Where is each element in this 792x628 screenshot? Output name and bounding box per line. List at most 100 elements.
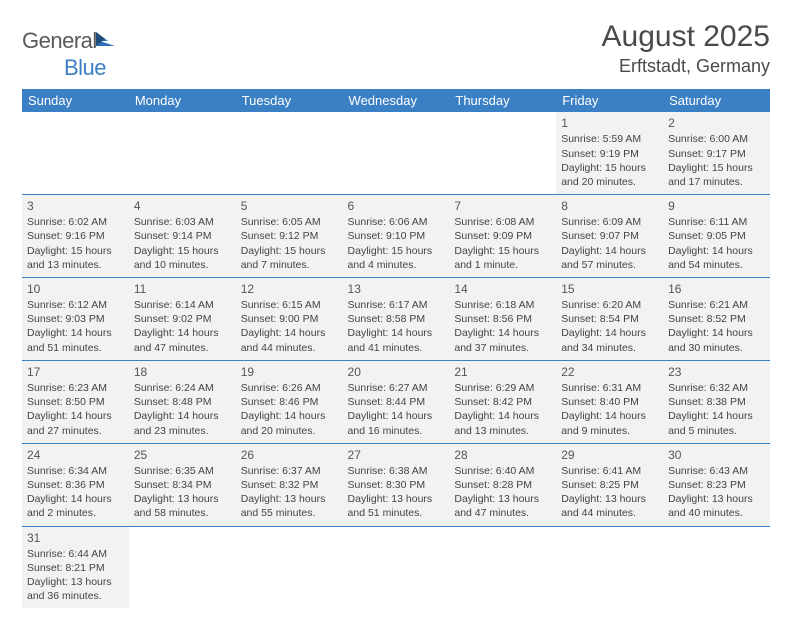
calendar-cell: 13Sunrise: 6:17 AMSunset: 8:58 PMDayligh… xyxy=(343,277,450,360)
daylight-text: Daylight: 14 hours and 47 minutes. xyxy=(134,326,231,354)
calendar-cell: 20Sunrise: 6:27 AMSunset: 8:44 PMDayligh… xyxy=(343,360,450,443)
sunset-text: Sunset: 9:07 PM xyxy=(561,229,658,243)
sunrise-text: Sunrise: 6:14 AM xyxy=(134,298,231,312)
sunrise-text: Sunrise: 6:05 AM xyxy=(241,215,338,229)
calendar: Sunday Monday Tuesday Wednesday Thursday… xyxy=(22,89,770,608)
calendar-cell xyxy=(343,526,450,608)
sunrise-text: Sunrise: 6:15 AM xyxy=(241,298,338,312)
sunset-text: Sunset: 8:36 PM xyxy=(27,478,124,492)
daylight-text: Daylight: 14 hours and 5 minutes. xyxy=(668,409,765,437)
sunrise-text: Sunrise: 6:32 AM xyxy=(668,381,765,395)
sunset-text: Sunset: 8:40 PM xyxy=(561,395,658,409)
calendar-cell: 18Sunrise: 6:24 AMSunset: 8:48 PMDayligh… xyxy=(129,360,236,443)
sunrise-text: Sunrise: 6:23 AM xyxy=(27,381,124,395)
calendar-cell: 17Sunrise: 6:23 AMSunset: 8:50 PMDayligh… xyxy=(22,360,129,443)
calendar-cell: 30Sunrise: 6:43 AMSunset: 8:23 PMDayligh… xyxy=(663,443,770,526)
sunrise-text: Sunrise: 6:29 AM xyxy=(454,381,551,395)
calendar-cell: 14Sunrise: 6:18 AMSunset: 8:56 PMDayligh… xyxy=(449,277,556,360)
day-number: 20 xyxy=(348,364,445,380)
calendar-cell xyxy=(22,112,129,194)
day-number: 31 xyxy=(27,530,124,546)
day-number: 29 xyxy=(561,447,658,463)
day-number: 23 xyxy=(668,364,765,380)
daylight-text: Daylight: 13 hours and 55 minutes. xyxy=(241,492,338,520)
day-number: 7 xyxy=(454,198,551,214)
sunrise-text: Sunrise: 6:34 AM xyxy=(27,464,124,478)
calendar-cell xyxy=(449,112,556,194)
sunset-text: Sunset: 9:00 PM xyxy=(241,312,338,326)
sunrise-text: Sunrise: 6:09 AM xyxy=(561,215,658,229)
sunset-text: Sunset: 8:21 PM xyxy=(27,561,124,575)
day-number: 8 xyxy=(561,198,658,214)
daylight-text: Daylight: 14 hours and 30 minutes. xyxy=(668,326,765,354)
day-number: 18 xyxy=(134,364,231,380)
daylight-text: Daylight: 14 hours and 2 minutes. xyxy=(27,492,124,520)
sunrise-text: Sunrise: 6:18 AM xyxy=(454,298,551,312)
sunset-text: Sunset: 8:28 PM xyxy=(454,478,551,492)
sunset-text: Sunset: 9:10 PM xyxy=(348,229,445,243)
calendar-cell: 28Sunrise: 6:40 AMSunset: 8:28 PMDayligh… xyxy=(449,443,556,526)
sunset-text: Sunset: 8:30 PM xyxy=(348,478,445,492)
day-number: 28 xyxy=(454,447,551,463)
sunrise-text: Sunrise: 6:11 AM xyxy=(668,215,765,229)
sunset-text: Sunset: 8:52 PM xyxy=(668,312,765,326)
calendar-cell xyxy=(236,526,343,608)
calendar-cell: 29Sunrise: 6:41 AMSunset: 8:25 PMDayligh… xyxy=(556,443,663,526)
flag-icon xyxy=(95,29,117,55)
sunrise-text: Sunrise: 6:06 AM xyxy=(348,215,445,229)
logo-blue: Blue xyxy=(64,55,106,80)
sunset-text: Sunset: 8:54 PM xyxy=(561,312,658,326)
sunset-text: Sunset: 8:32 PM xyxy=(241,478,338,492)
calendar-cell: 21Sunrise: 6:29 AMSunset: 8:42 PMDayligh… xyxy=(449,360,556,443)
sunrise-text: Sunrise: 6:20 AM xyxy=(561,298,658,312)
daylight-text: Daylight: 13 hours and 58 minutes. xyxy=(134,492,231,520)
day-number: 30 xyxy=(668,447,765,463)
day-number: 22 xyxy=(561,364,658,380)
day-number: 21 xyxy=(454,364,551,380)
sunrise-text: Sunrise: 6:35 AM xyxy=(134,464,231,478)
day-header: Sunday xyxy=(22,89,129,112)
sunrise-text: Sunrise: 6:41 AM xyxy=(561,464,658,478)
day-number: 9 xyxy=(668,198,765,214)
month-title: August 2025 xyxy=(602,20,770,54)
sunset-text: Sunset: 9:02 PM xyxy=(134,312,231,326)
calendar-cell: 2Sunrise: 6:00 AMSunset: 9:17 PMDaylight… xyxy=(663,112,770,194)
sunrise-text: Sunrise: 6:00 AM xyxy=(668,132,765,146)
day-number: 13 xyxy=(348,281,445,297)
calendar-cell: 7Sunrise: 6:08 AMSunset: 9:09 PMDaylight… xyxy=(449,195,556,278)
location: Erftstadt, Germany xyxy=(602,56,770,77)
sunset-text: Sunset: 8:38 PM xyxy=(668,395,765,409)
sunset-text: Sunset: 9:03 PM xyxy=(27,312,124,326)
sunset-text: Sunset: 9:12 PM xyxy=(241,229,338,243)
calendar-cell: 16Sunrise: 6:21 AMSunset: 8:52 PMDayligh… xyxy=(663,277,770,360)
calendar-cell: 10Sunrise: 6:12 AMSunset: 9:03 PMDayligh… xyxy=(22,277,129,360)
daylight-text: Daylight: 14 hours and 13 minutes. xyxy=(454,409,551,437)
day-number: 16 xyxy=(668,281,765,297)
daylight-text: Daylight: 14 hours and 41 minutes. xyxy=(348,326,445,354)
day-number: 27 xyxy=(348,447,445,463)
calendar-week: 17Sunrise: 6:23 AMSunset: 8:50 PMDayligh… xyxy=(22,360,770,443)
sunrise-text: Sunrise: 6:02 AM xyxy=(27,215,124,229)
logo: GeneralBlue xyxy=(22,20,117,81)
day-header: Thursday xyxy=(449,89,556,112)
calendar-cell: 26Sunrise: 6:37 AMSunset: 8:32 PMDayligh… xyxy=(236,443,343,526)
sunrise-text: Sunrise: 6:40 AM xyxy=(454,464,551,478)
day-number: 11 xyxy=(134,281,231,297)
calendar-cell: 31Sunrise: 6:44 AMSunset: 8:21 PMDayligh… xyxy=(22,526,129,608)
sunset-text: Sunset: 8:34 PM xyxy=(134,478,231,492)
day-header: Saturday xyxy=(663,89,770,112)
daylight-text: Daylight: 15 hours and 7 minutes. xyxy=(241,244,338,272)
sunrise-text: Sunrise: 6:43 AM xyxy=(668,464,765,478)
day-number: 1 xyxy=(561,115,658,131)
daylight-text: Daylight: 13 hours and 51 minutes. xyxy=(348,492,445,520)
calendar-week: 31Sunrise: 6:44 AMSunset: 8:21 PMDayligh… xyxy=(22,526,770,608)
sunrise-text: Sunrise: 6:26 AM xyxy=(241,381,338,395)
daylight-text: Daylight: 14 hours and 34 minutes. xyxy=(561,326,658,354)
sunrise-text: Sunrise: 6:12 AM xyxy=(27,298,124,312)
calendar-cell: 3Sunrise: 6:02 AMSunset: 9:16 PMDaylight… xyxy=(22,195,129,278)
calendar-cell: 6Sunrise: 6:06 AMSunset: 9:10 PMDaylight… xyxy=(343,195,450,278)
sunrise-text: Sunrise: 5:59 AM xyxy=(561,132,658,146)
day-number: 5 xyxy=(241,198,338,214)
day-number: 14 xyxy=(454,281,551,297)
calendar-week: 24Sunrise: 6:34 AMSunset: 8:36 PMDayligh… xyxy=(22,443,770,526)
